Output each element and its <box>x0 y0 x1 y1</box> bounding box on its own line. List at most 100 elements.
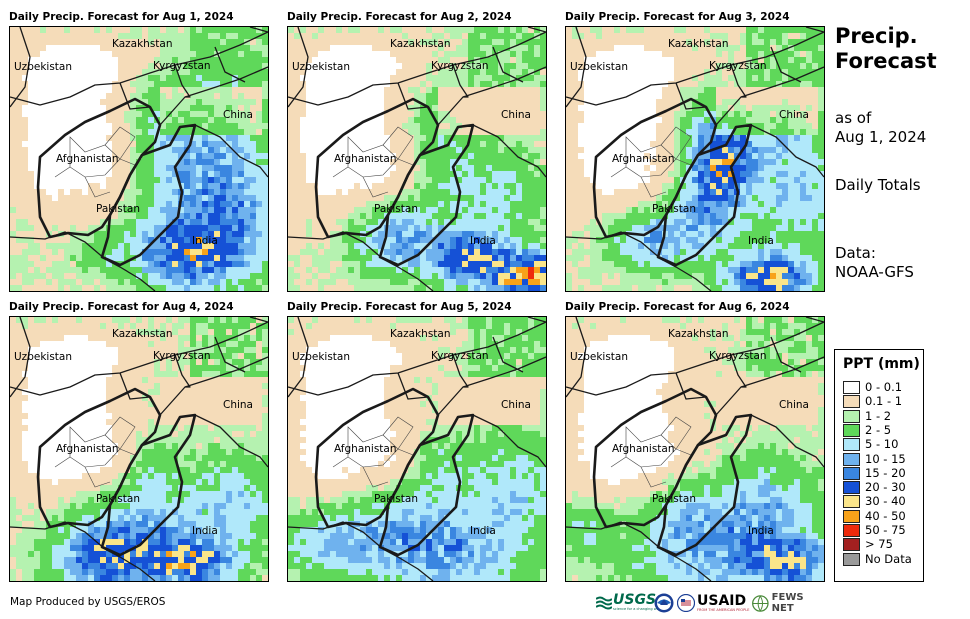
precip-cell <box>818 255 824 261</box>
precip-cell <box>764 45 770 51</box>
precip-cell <box>638 225 644 231</box>
precip-cell <box>10 219 16 225</box>
precip-cell <box>52 329 58 335</box>
precip-cell <box>34 261 40 267</box>
precip-cell <box>444 27 450 33</box>
precip-cell <box>208 81 214 87</box>
precip-cell <box>746 231 752 237</box>
precip-cell <box>420 123 426 129</box>
precip-cell <box>40 273 46 279</box>
precip-cell <box>438 129 444 135</box>
precip-cell <box>638 39 644 45</box>
precip-cell <box>656 195 662 201</box>
precip-cell <box>190 39 196 45</box>
precip-cell <box>372 285 378 291</box>
precip-cell <box>130 279 136 285</box>
precip-cell <box>100 329 106 335</box>
precip-cell <box>782 261 788 267</box>
precip-cell <box>516 159 522 165</box>
precip-cell <box>480 63 486 69</box>
precip-cell <box>160 207 166 213</box>
precip-cell <box>294 249 300 255</box>
precip-cell <box>28 195 34 201</box>
precip-cell <box>638 219 644 225</box>
precip-cell <box>232 165 238 171</box>
precip-cell <box>812 267 818 273</box>
precip-cell <box>450 285 456 291</box>
precip-cell <box>408 285 414 291</box>
precip-cell <box>166 231 172 237</box>
precip-cell <box>432 75 438 81</box>
precip-cell <box>312 267 318 273</box>
precip-cell <box>818 201 824 207</box>
precip-cell <box>166 117 172 123</box>
precip-cell <box>160 177 166 183</box>
precip-cell <box>698 231 704 237</box>
precip-cell <box>450 159 456 165</box>
precip-cell <box>698 111 704 117</box>
precip-cell <box>262 63 268 69</box>
precip-cell <box>704 159 710 165</box>
precip-cell <box>348 225 354 231</box>
precip-cell <box>578 243 584 249</box>
precip-cell <box>142 63 148 69</box>
precip-cell <box>408 99 414 105</box>
precip-cell <box>534 111 540 117</box>
precip-cell <box>662 189 668 195</box>
precip-cell <box>208 207 214 213</box>
precip-cell <box>698 159 704 165</box>
precip-cell <box>462 51 468 57</box>
precip-cell <box>492 27 498 33</box>
precip-cell <box>456 27 462 33</box>
precip-cell <box>438 123 444 129</box>
precip-cell <box>704 255 710 261</box>
precip-cell <box>130 57 136 63</box>
precip-cell <box>366 249 372 255</box>
precip-cell <box>668 219 674 225</box>
precip-cell <box>226 105 232 111</box>
precip-cell <box>40 261 46 267</box>
precip-cell <box>758 135 764 141</box>
precip-cell <box>142 171 148 177</box>
precip-cell <box>88 219 94 225</box>
precip-cell <box>88 255 94 261</box>
precip-cell <box>770 195 776 201</box>
precip-cell <box>662 243 668 249</box>
precip-cell <box>256 225 262 231</box>
precip-cell <box>534 99 540 105</box>
precip-cell <box>498 117 504 123</box>
precip-cell <box>602 243 608 249</box>
precip-cell <box>510 75 516 81</box>
precip-cell <box>468 105 474 111</box>
precip-cell <box>698 153 704 159</box>
precip-cell <box>510 261 516 267</box>
precip-cell <box>794 93 800 99</box>
precip-cell <box>100 219 106 225</box>
precip-cell <box>626 189 632 195</box>
precip-cell <box>800 117 806 123</box>
precip-cell <box>578 255 584 261</box>
precip-cell <box>650 207 656 213</box>
precip-cell <box>184 51 190 57</box>
country-boundary <box>214 46 246 83</box>
precip-cell <box>336 279 342 285</box>
precip-cell <box>584 27 590 33</box>
precip-cell <box>256 147 262 153</box>
precip-cell <box>788 69 794 75</box>
precip-cell <box>572 255 578 261</box>
precip-cell <box>716 45 722 51</box>
precip-cell <box>202 147 208 153</box>
precip-cell <box>504 219 510 225</box>
precip-cell <box>202 213 208 219</box>
precip-cell <box>106 111 112 117</box>
precip-cell <box>788 249 794 255</box>
precip-cell <box>34 207 40 213</box>
label-kazakhstan: Kazakhstan <box>390 38 451 50</box>
precip-cell <box>662 165 668 171</box>
precip-cell <box>262 201 268 207</box>
precip-cell <box>510 177 516 183</box>
precip-cell <box>438 45 444 51</box>
precip-cell <box>740 39 746 45</box>
precip-cell <box>88 207 94 213</box>
precip-cell <box>504 63 510 69</box>
